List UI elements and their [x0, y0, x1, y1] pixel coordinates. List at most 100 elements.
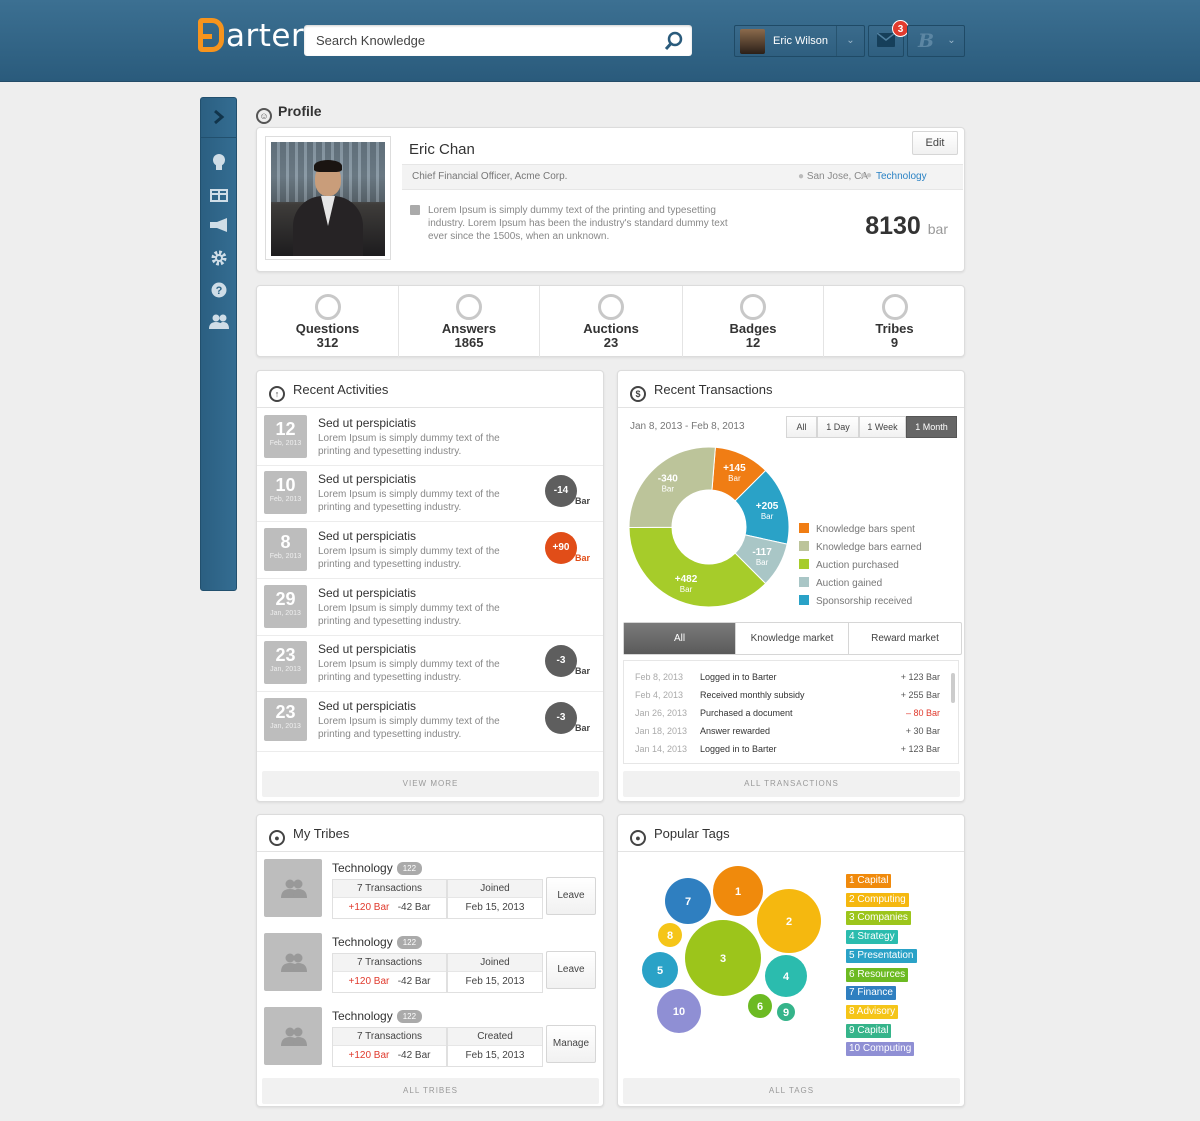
user-menu[interactable]: Eric Wilson ⌄	[734, 25, 865, 57]
filter-1-week[interactable]: 1 Week	[859, 416, 906, 438]
megaphone-icon[interactable]	[201, 210, 236, 242]
market-tabs: All Knowledge market Reward market	[623, 622, 962, 655]
stat-answers[interactable]: Answers 1865	[399, 286, 540, 357]
date-day: 23	[275, 702, 296, 722]
transactions-header: $ Recent Transactions	[618, 371, 964, 408]
transaction-desc: Purchased a document	[700, 708, 793, 718]
tag-bubble-label: 10	[673, 1006, 685, 1018]
tag-chip[interactable]: 1 Capital	[846, 874, 892, 888]
tribe-name[interactable]: Technology 122	[332, 1009, 423, 1023]
bar-change-badge: +90	[547, 534, 575, 562]
tribe-date: Feb 15, 2013	[465, 976, 525, 987]
activity-item[interactable]: 23 Jan, 2013 Sed ut perspiciatis Lorem Ipsu…	[257, 635, 603, 692]
date-day: 12	[275, 419, 296, 439]
tag-bubble[interactable]	[757, 889, 821, 953]
tag-bubble[interactable]	[657, 989, 701, 1033]
tag-bubble[interactable]	[658, 923, 682, 947]
tag-bubble[interactable]	[665, 878, 711, 924]
tag-bubble[interactable]	[713, 866, 763, 916]
tag-bubble[interactable]	[685, 920, 761, 996]
tribe-status: Joined	[448, 954, 542, 972]
tag-chip[interactable]: 7 Finance	[846, 986, 896, 1001]
help-icon[interactable]: ?	[201, 274, 236, 306]
mail-button[interactable]: 3	[868, 20, 909, 57]
tag-bubble-label: 1	[735, 886, 741, 898]
users-icon[interactable]	[201, 306, 236, 338]
transaction-row[interactable]: Feb 8, 2013 Logged in to Barter + 123 Bar	[624, 668, 944, 686]
tab-knowledge-market[interactable]: Knowledge market	[736, 623, 849, 654]
tag-chip[interactable]: 6 Resources	[846, 967, 909, 982]
edit-button[interactable]: Edit	[912, 131, 958, 155]
tag-bubble[interactable]	[765, 955, 807, 997]
users-icon: ●	[269, 830, 285, 846]
stat-tribes[interactable]: Tribes 9	[824, 286, 965, 357]
leave-button[interactable]: Leave	[546, 951, 596, 989]
stat-questions[interactable]: Questions 312	[257, 286, 399, 357]
tag-chip[interactable]: 9 Capital	[846, 1023, 892, 1038]
transaction-list[interactable]: Feb 8, 2013 Logged in to Barter + 123 Bar F…	[623, 660, 959, 764]
stat-badges[interactable]: Badges 12	[683, 286, 824, 357]
tags-title: Popular Tags	[654, 826, 730, 841]
tab-all[interactable]: All	[624, 623, 736, 654]
category-link[interactable]: Technology	[876, 171, 927, 182]
manage-button[interactable]: Manage	[546, 1025, 596, 1063]
tribe-date: Feb 15, 2013	[465, 902, 525, 913]
lightbulb-icon[interactable]	[201, 146, 236, 178]
bar-unit-label: Bar	[575, 723, 591, 733]
transaction-row[interactable]: Jan 26, 2013 Purchased a document – 80 Bar	[624, 704, 944, 722]
brand-menu[interactable]: B ⌄	[907, 25, 965, 57]
tag-chip[interactable]: 2 Computing	[846, 892, 909, 907]
expand-icon[interactable]	[201, 98, 236, 138]
chevron-down-icon[interactable]: ⌄	[947, 35, 956, 46]
scrollbar[interactable]	[951, 673, 955, 703]
activity-item[interactable]: 23 Jan, 2013 Sed ut perspiciatis Lorem Ipsu…	[257, 692, 603, 752]
filter-1-month[interactable]: 1 Month	[906, 416, 957, 438]
transactions-count: 7 Transactions	[333, 954, 446, 972]
donut-slice[interactable]	[628, 446, 716, 529]
transaction-row[interactable]: Jan 10, 2013 Received monthly subsidy + 25…	[624, 758, 944, 763]
bar-change-badge: -3	[547, 704, 575, 732]
all-tribes-button[interactable]: ALL TRIBES	[262, 1078, 599, 1104]
tribe-name[interactable]: Technology 122	[332, 861, 423, 875]
search-input[interactable]	[304, 25, 644, 56]
tribe-name[interactable]: Technology 122	[332, 935, 423, 949]
activity-item[interactable]: 29 Jan, 2013 Sed ut perspiciatis Lorem Ipsu…	[257, 579, 603, 636]
tag-bubble[interactable]	[777, 1003, 795, 1021]
tribe-status-box: Joined Feb 15, 2013	[447, 879, 543, 919]
filter-1-day[interactable]: 1 Day	[817, 416, 859, 438]
barter-logo[interactable]: arter	[198, 18, 304, 58]
tag-chip[interactable]: 10 Computing	[846, 1042, 915, 1057]
tribe-status-box: Created Feb 15, 2013	[447, 1027, 543, 1067]
transaction-date: Jan 14, 2013	[635, 744, 688, 754]
activity-item[interactable]: 12 Feb, 2013 Sed ut perspiciatis Lorem Ipsu…	[257, 409, 603, 466]
chevron-down-icon[interactable]: ⌄	[836, 26, 864, 56]
tab-reward-market[interactable]: Reward market	[871, 633, 939, 644]
transaction-row[interactable]: Feb 4, 2013 Received monthly subsidy + 255…	[624, 686, 944, 704]
activity-item[interactable]: 8 Feb, 2013 Sed ut perspiciatis Lorem Ipsum…	[257, 522, 603, 579]
transaction-row[interactable]: Jan 18, 2013 Answer rewarded + 30 Bar	[624, 722, 944, 740]
leave-button[interactable]: Leave	[546, 877, 596, 915]
view-more-button[interactable]: VIEW MORE	[262, 771, 599, 797]
tag-chip[interactable]: 4 Strategy	[846, 930, 898, 945]
transaction-row[interactable]: Jan 14, 2013 Logged in to Barter + 123 Bar	[624, 740, 944, 758]
transaction-desc: Received monthly subsidy	[700, 690, 805, 700]
search-icon[interactable]	[664, 31, 684, 56]
tag-bubble[interactable]	[748, 994, 772, 1018]
bar-earned: +120 Bar	[348, 976, 390, 987]
tag-bubble-label: 2	[786, 916, 792, 928]
tag-bubble[interactable]	[642, 952, 678, 988]
gift-icon[interactable]	[201, 178, 236, 210]
all-tags-button[interactable]: ALL TAGS	[623, 1078, 960, 1104]
filter-all[interactable]: All	[786, 416, 817, 438]
stat-auctions[interactable]: Auctions 23	[540, 286, 683, 357]
donut-slice[interactable]	[628, 526, 767, 608]
tag-chip[interactable]: 8 Advisory	[846, 1004, 899, 1019]
profile-card: Eric Chan Edit Chief Financial Officer, …	[256, 127, 965, 272]
gear-icon[interactable]	[201, 242, 236, 274]
all-transactions-button[interactable]: ALL TRANSACTIONS	[623, 771, 960, 797]
tag-chip[interactable]: 5 Presentation	[846, 948, 917, 963]
activity-item[interactable]: 10 Feb, 2013 Sed ut perspiciatis Lorem Ipsu…	[257, 465, 603, 522]
user-name: Eric Wilson	[773, 35, 829, 47]
tag-chip[interactable]: 3 Companies	[846, 911, 911, 926]
legend-swatch	[799, 595, 809, 605]
